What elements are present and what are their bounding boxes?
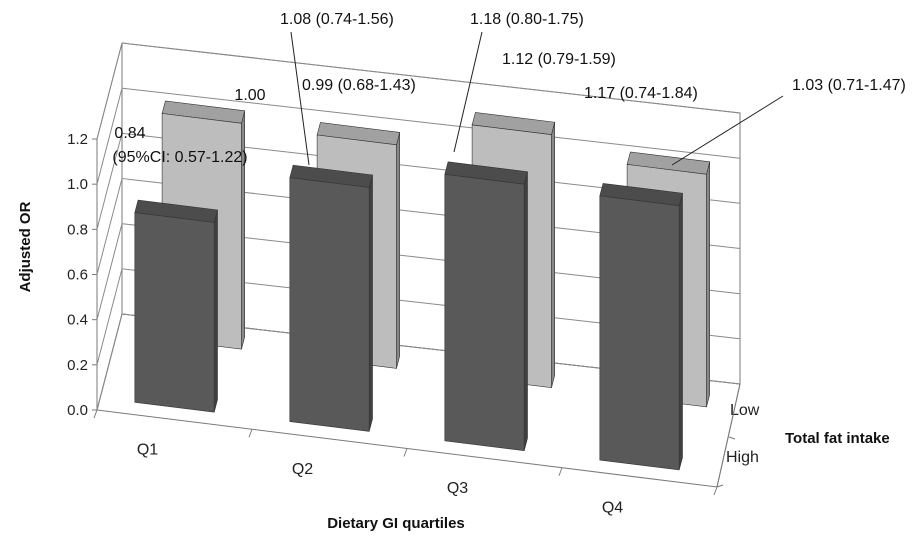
x-tick-label: Q2 xyxy=(292,461,313,478)
depth-axis-line xyxy=(716,383,741,488)
data-label-low-q2: 0.99 (0.68-1.43) xyxy=(302,77,416,94)
x-tick-label: Q1 xyxy=(137,442,158,459)
y-tick-label: 0.8 xyxy=(67,221,88,238)
y-tick-label: 0.6 xyxy=(67,267,88,284)
series-high-bars xyxy=(134,161,683,471)
x-tick-mark xyxy=(403,448,408,457)
y-tick-label: 0.4 xyxy=(67,312,88,329)
x-axis-ticks: Q1 Q2 Q3 Q4 xyxy=(93,409,718,516)
bar-side-face xyxy=(368,174,373,432)
x-tick-mark xyxy=(93,409,98,419)
x-tick-mark xyxy=(248,429,253,438)
bar-high-q2 xyxy=(289,164,373,432)
y-tick-label: 0.0 xyxy=(67,402,88,419)
bar-side-face xyxy=(551,122,556,388)
y-axis-ticks: 0.0 0.2 0.4 0.6 0.8 1.0 1.2 xyxy=(67,131,97,419)
depth-tick-label: High xyxy=(726,449,759,466)
data-label-high-q2: 1.08 (0.74-1.56) xyxy=(280,11,394,28)
bar-side-face xyxy=(706,161,711,407)
bar-side-face xyxy=(241,110,245,350)
bar-front-face xyxy=(134,212,215,413)
bar-high-q1 xyxy=(134,199,218,413)
y-tick-label: 1.2 xyxy=(67,131,88,148)
bar-front-face xyxy=(289,177,370,432)
ci-note-label: (95%CI: 0.57-1.22) xyxy=(112,149,247,166)
floor-corner-tick xyxy=(716,484,724,488)
x-tick-mark xyxy=(558,467,563,476)
x-tick-label: Q4 xyxy=(602,499,623,516)
data-label-low-q3: 1.12 (0.79-1.59) xyxy=(502,51,616,68)
bar-side-face xyxy=(523,171,528,451)
depth-tick-label: Low xyxy=(730,402,760,419)
x-tick-mark xyxy=(713,486,718,496)
bar-side-face xyxy=(213,209,218,413)
leader-lines xyxy=(290,31,784,166)
depth-axis-label: Total fat intake xyxy=(785,430,890,447)
x-axis-label: Dietary GI quartiles xyxy=(327,515,465,532)
y-axis-label: Adjusted OR xyxy=(17,201,34,292)
bar-side-face xyxy=(396,132,401,369)
gridline xyxy=(96,42,741,140)
bar-high-q4 xyxy=(599,183,683,471)
depth-axis-ticks: Low High xyxy=(716,383,760,488)
y-tick-label: 0.2 xyxy=(67,357,88,374)
bar-side-face xyxy=(678,193,683,470)
y-tick-label: 1.0 xyxy=(67,176,88,193)
x-tick-label: Q3 xyxy=(447,480,468,497)
bar-front-face xyxy=(444,173,525,452)
leader-line-high-q3 xyxy=(453,31,483,153)
data-label-high-q4: 1.17 (0.74-1.84) xyxy=(584,85,698,102)
data-label-low-q1: 1.00 xyxy=(234,87,265,104)
data-label-high-q3: 1.18 (0.80-1.75) xyxy=(470,11,584,28)
bar-front-face xyxy=(599,195,680,471)
depth-tick-mark xyxy=(728,436,736,440)
data-label-high-q1: 0.84 xyxy=(114,125,145,142)
leader-line-low-q4 xyxy=(671,95,784,166)
bar-high-q3 xyxy=(444,161,528,452)
data-label-low-q4: 1.03 (0.71-1.47) xyxy=(792,77,906,94)
data-labels: 1.00 0.99 (0.68-1.43) 1.12 (0.79-1.59) 1.03… xyxy=(112,11,905,166)
leader-line-high-q2 xyxy=(290,31,310,166)
